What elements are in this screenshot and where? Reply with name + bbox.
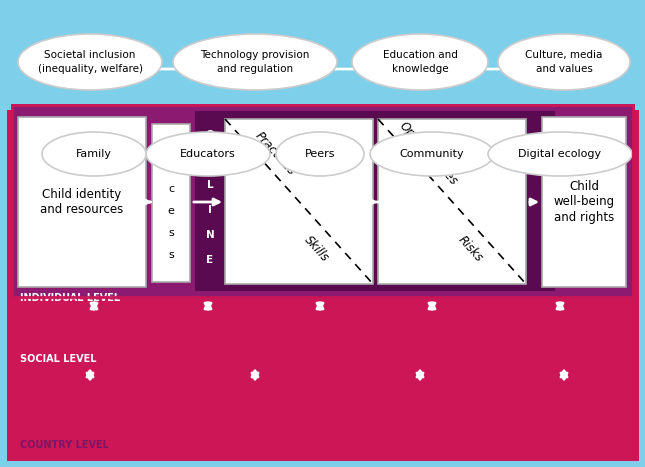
Text: Child identity
and resources: Child identity and resources (41, 188, 124, 216)
Ellipse shape (42, 132, 146, 176)
Bar (8, 111, 637, 459)
Text: Technology provision
and regulation: Technology provision and regulation (201, 50, 310, 74)
Bar (12, 105, 633, 297)
Text: e: e (168, 206, 174, 216)
Ellipse shape (488, 132, 632, 176)
Text: Peers: Peers (304, 149, 335, 159)
Text: Education and
knowledge: Education and knowledge (382, 50, 457, 74)
Text: Digital ecology: Digital ecology (519, 149, 602, 159)
Bar (542, 117, 626, 287)
Text: s: s (168, 250, 174, 260)
Ellipse shape (146, 132, 270, 176)
Text: Culture, media
and values: Culture, media and values (525, 50, 602, 74)
Ellipse shape (370, 132, 494, 176)
Text: Societal inclusion
(inequality, welfare): Societal inclusion (inequality, welfare) (37, 50, 143, 74)
Text: c: c (168, 184, 174, 194)
Text: Risks: Risks (455, 234, 485, 265)
Ellipse shape (276, 132, 364, 176)
Ellipse shape (173, 34, 337, 90)
Text: Skills: Skills (302, 234, 332, 264)
Text: N: N (206, 155, 214, 165)
Text: s: s (168, 228, 174, 238)
Ellipse shape (498, 34, 630, 90)
Text: Educators: Educators (180, 149, 236, 159)
Text: Family: Family (76, 149, 112, 159)
Ellipse shape (18, 34, 162, 90)
Text: Child
well-being
and rights: Child well-being and rights (553, 181, 615, 224)
Text: L: L (206, 180, 213, 190)
Text: SOCIAL LEVEL: SOCIAL LEVEL (20, 354, 97, 364)
Text: Practices: Practices (252, 130, 298, 178)
Bar (378, 119, 526, 284)
Bar (196, 112, 554, 290)
Bar (18, 117, 146, 287)
Text: N: N (206, 230, 214, 240)
Text: c: c (168, 162, 174, 172)
Bar (152, 124, 190, 282)
Bar (12, 105, 633, 297)
Text: COUNTRY LEVEL: COUNTRY LEVEL (20, 440, 109, 450)
Text: I: I (208, 205, 212, 215)
Text: INDIVIDUAL LEVEL: INDIVIDUAL LEVEL (20, 293, 120, 303)
Bar (8, 111, 637, 459)
Text: E: E (206, 255, 213, 265)
Text: O: O (206, 130, 214, 140)
Text: Community: Community (400, 149, 464, 159)
Text: A: A (167, 140, 175, 150)
Bar (225, 119, 373, 284)
Text: Opportunities: Opportunities (396, 120, 460, 188)
Ellipse shape (352, 34, 488, 90)
